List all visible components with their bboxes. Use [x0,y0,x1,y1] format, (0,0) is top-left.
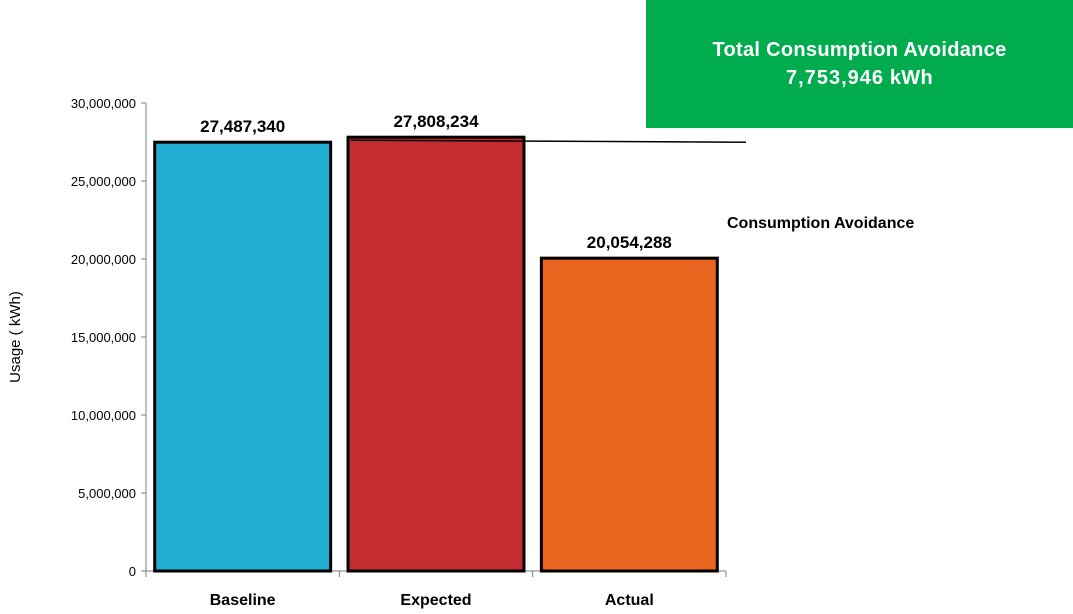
consumption-avoidance-label: Consumption Avoidance [727,215,914,232]
x-axis: Baseline Expected Actual [145,570,727,609]
x-tick-label: Expected [400,592,471,609]
bar-expected [346,135,526,573]
bar-baseline [153,140,333,573]
y-axis-title: Usage ( kWh) [7,291,24,383]
callout-value-row: 7,753,946 kWh [786,64,933,92]
x-tick-label: Baseline [210,592,276,609]
y-tick-label: 0 [129,564,136,579]
data-label: 27,808,234 [393,112,479,131]
callout-unit: kWh [889,67,933,89]
callout-value: 7,753,946 [786,67,884,89]
bar-actual [539,256,719,573]
data-label: 20,054,288 [587,233,672,252]
y-tick-label: 15,000,000 [71,330,136,345]
y-axis: 0 5,000,000 10,000,000 15,000,000 20,000,000… [71,96,147,579]
x-tick-label: Actual [605,592,654,609]
data-labels: 27,487,340 27,808,234 20,054,288 [200,112,672,252]
total-consumption-avoidance-callout: Total Consumption Avoidance 7,753,946 kW… [646,0,1073,128]
y-tick-label: 25,000,000 [71,174,136,189]
y-tick-label: 20,000,000 [71,252,136,267]
bars [153,135,719,573]
data-label: 27,487,340 [200,117,285,136]
y-tick-label: 30,000,000 [71,96,136,111]
callout-title: Total Consumption Avoidance [712,39,1007,61]
y-tick-label: 5,000,000 [78,486,136,501]
avoidance-reference-line [351,139,747,143]
y-tick-label: 10,000,000 [71,408,136,423]
